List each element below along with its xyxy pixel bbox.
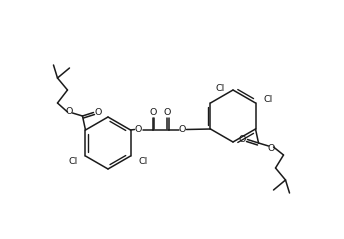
Text: Cl: Cl xyxy=(264,94,273,103)
Text: O: O xyxy=(66,107,73,115)
Text: Cl: Cl xyxy=(68,157,77,165)
Text: O: O xyxy=(179,125,186,134)
Text: O: O xyxy=(239,135,246,143)
Text: O: O xyxy=(268,143,275,152)
Text: O: O xyxy=(150,108,157,117)
Text: O: O xyxy=(95,108,102,116)
Text: Cl: Cl xyxy=(216,83,225,92)
Text: O: O xyxy=(135,125,142,134)
Text: Cl: Cl xyxy=(139,157,148,165)
Text: O: O xyxy=(164,108,171,117)
